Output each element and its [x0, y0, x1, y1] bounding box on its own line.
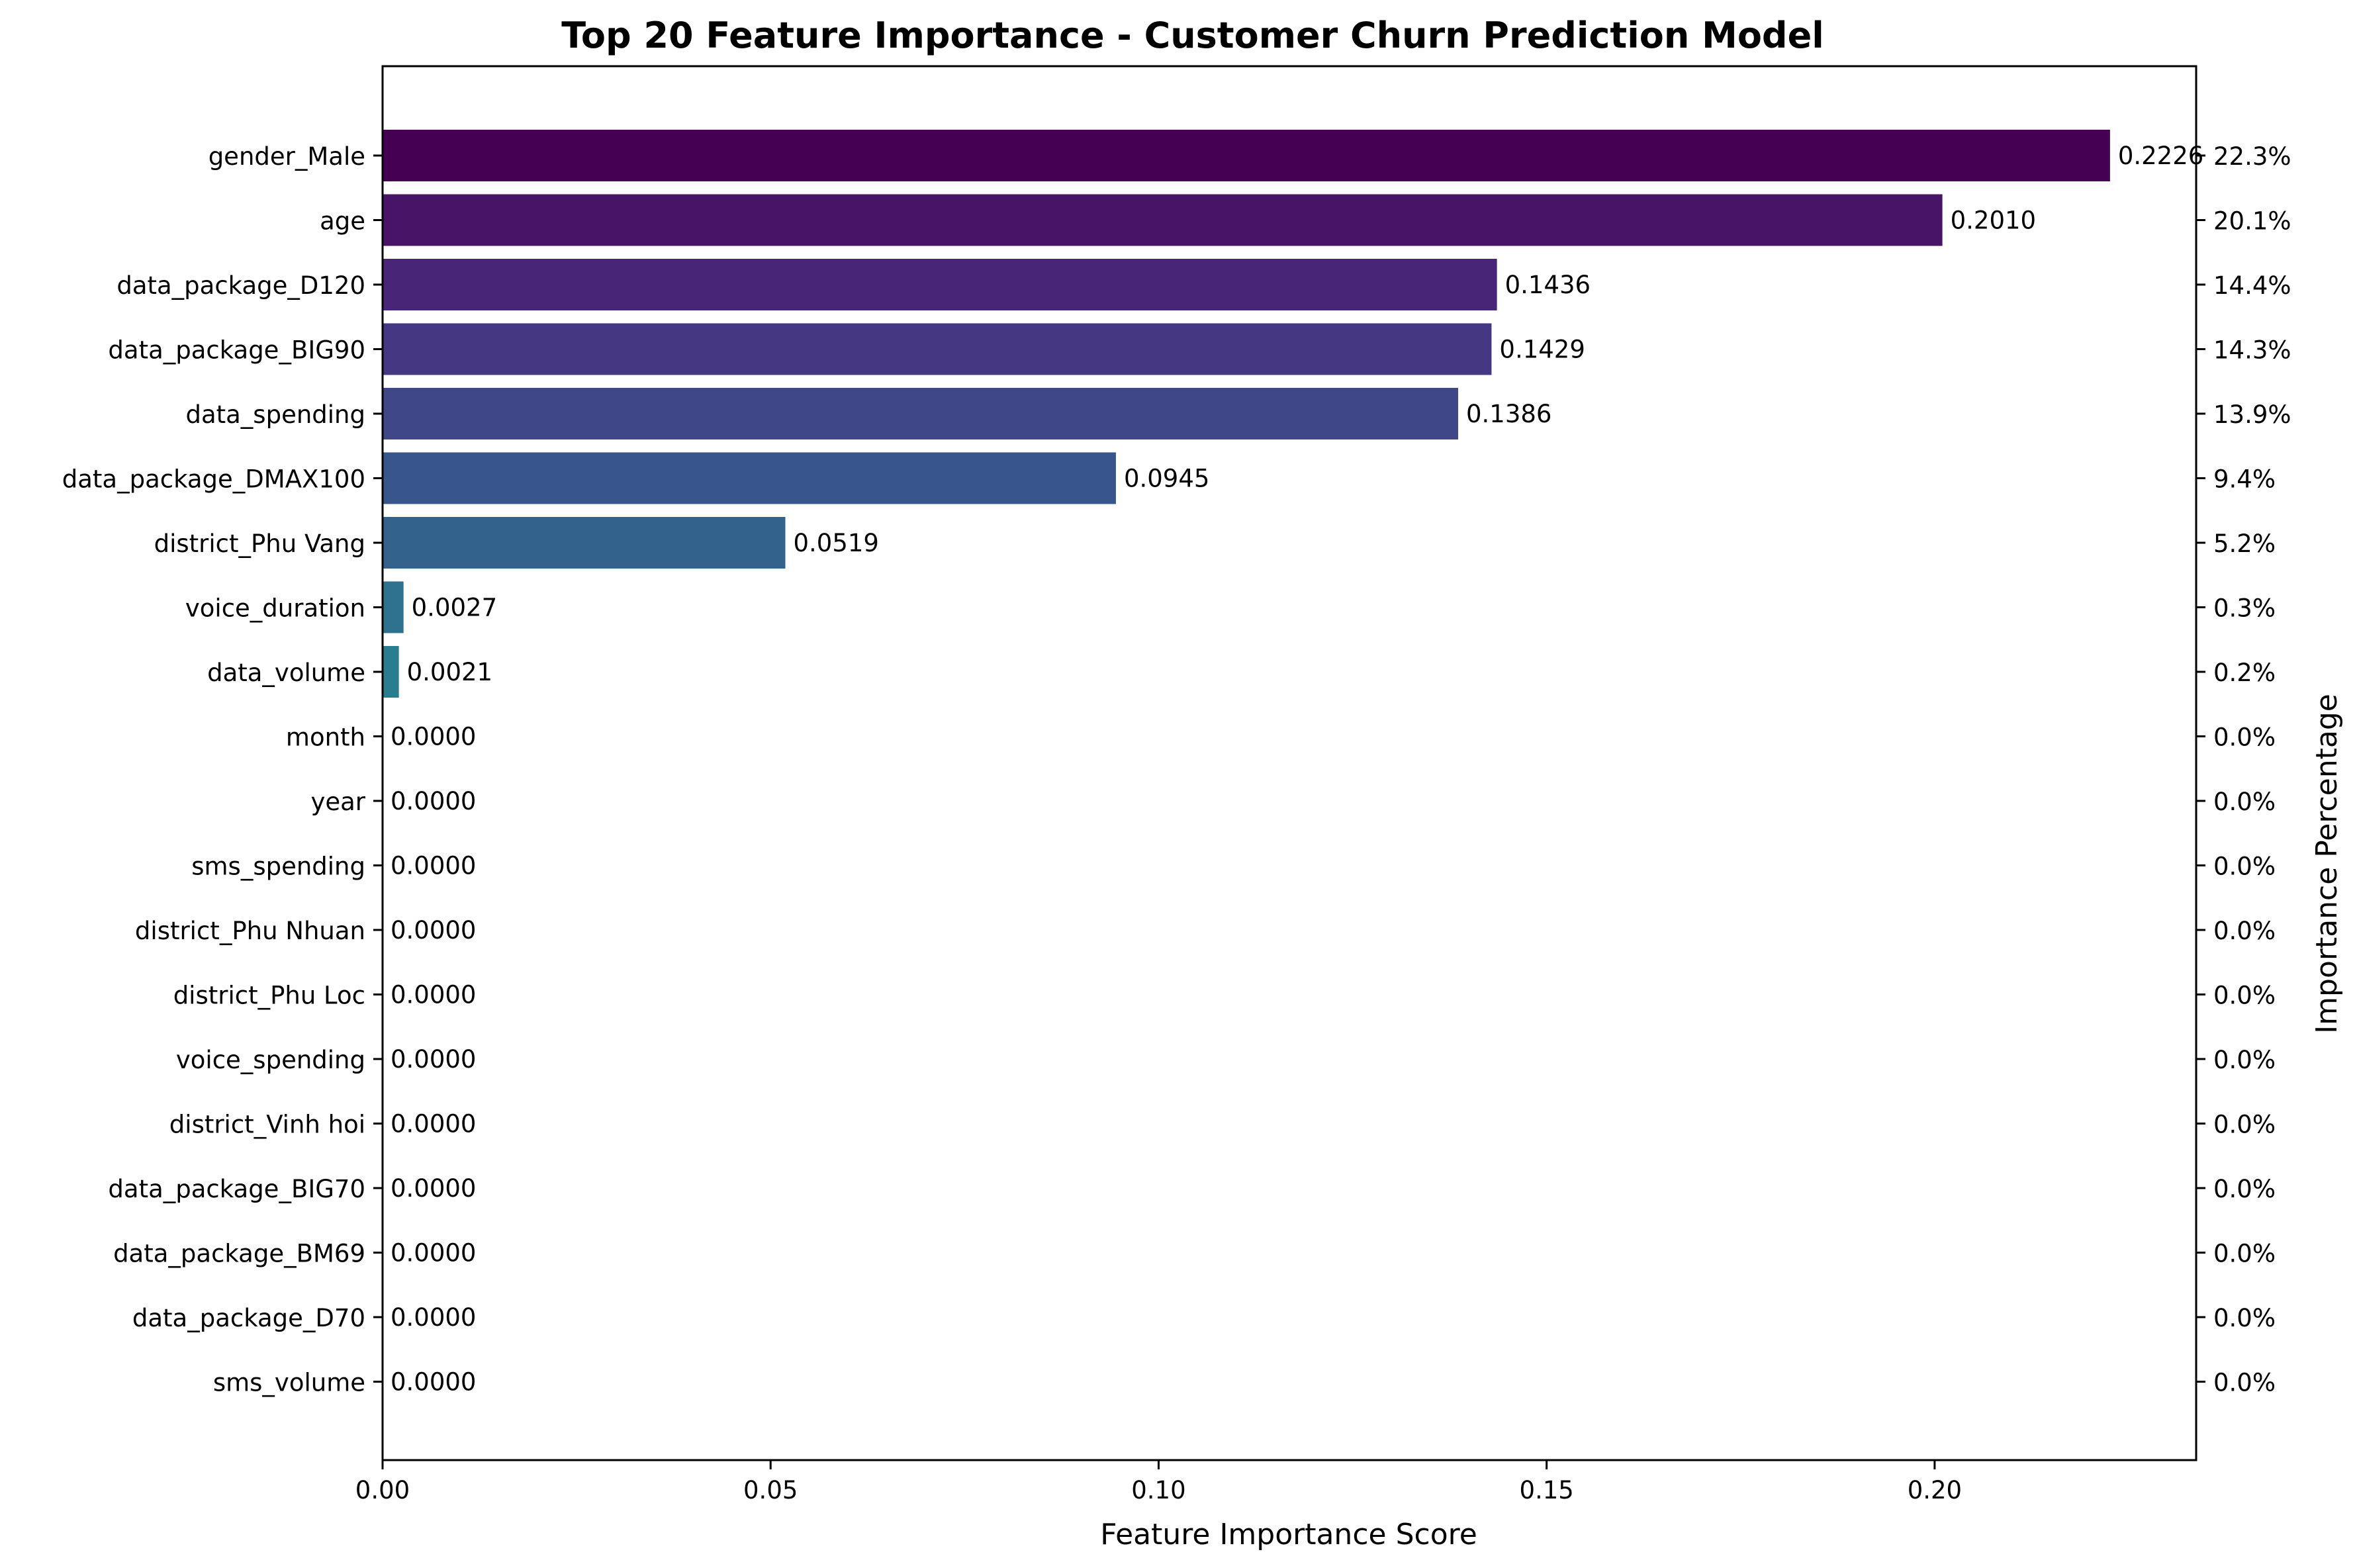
value-label: 0.0000 [391, 1368, 476, 1397]
value-label: 0.2010 [1951, 207, 2036, 235]
percent-label: 0.0% [2213, 1369, 2276, 1397]
bar [383, 646, 399, 698]
plot-frame [381, 65, 2197, 1461]
value-label: 0.0000 [391, 787, 476, 815]
percent-label: 14.3% [2213, 336, 2291, 365]
percent-label: 9.4% [2213, 465, 2276, 494]
labels-layer: gender_Male 0.2226 22.3% age 0.2010 20.1% data… [62, 142, 2291, 1504]
value-label: 0.0000 [391, 852, 476, 880]
y-tick-label: month [286, 723, 365, 752]
bar [383, 517, 786, 569]
percent-label: 0.0% [2213, 853, 2276, 881]
value-label: 0.2226 [2118, 142, 2203, 170]
bar [383, 388, 1459, 439]
y-tick-label: sms_spending [191, 853, 365, 881]
y-tick-label: data_spending [185, 400, 365, 429]
value-label: 0.0000 [391, 1110, 476, 1138]
bar [383, 581, 404, 633]
bar [383, 452, 1116, 504]
percent-label: 0.0% [2213, 917, 2276, 945]
y-tick-label: voice_spending [176, 1046, 365, 1074]
value-label: 0.0000 [391, 1303, 476, 1332]
percent-label: 0.0% [2213, 1240, 2276, 1268]
value-label: 0.0519 [793, 529, 878, 557]
y-tick-label: voice_duration [185, 594, 365, 623]
chart-title: Top 20 Feature Importance - Customer Chu… [561, 15, 1824, 56]
axes-layer [373, 65, 2205, 1469]
percent-label: 5.2% [2213, 530, 2276, 558]
percent-label: 13.9% [2213, 400, 2291, 429]
percent-label: 0.2% [2213, 659, 2276, 687]
y-tick-label: district_Phu Vang [154, 530, 365, 558]
value-label: 0.0000 [391, 1239, 476, 1268]
percent-label: 20.1% [2213, 207, 2291, 236]
y-tick-label: data_volume [207, 659, 365, 687]
percent-label: 14.4% [2213, 271, 2291, 300]
value-label: 0.1436 [1505, 271, 1591, 299]
right-axis-label: Importance Percentage [2310, 694, 2344, 1034]
value-label: 0.0027 [412, 594, 497, 622]
y-tick-label: data_package_DMAX100 [62, 465, 365, 494]
x-tick-label: 0.05 [743, 1476, 798, 1504]
x-axis-label: Feature Importance Score [1100, 1518, 1477, 1551]
value-label: 0.0000 [391, 1174, 476, 1203]
value-label: 0.0000 [391, 1045, 476, 1074]
y-tick-label: year [310, 788, 365, 816]
bar [383, 259, 1497, 310]
percent-label: 0.0% [2213, 1111, 2276, 1139]
bar [383, 194, 1943, 246]
percent-label: 0.0% [2213, 982, 2276, 1010]
value-label: 0.1386 [1466, 400, 1551, 428]
y-tick-label: data_package_D120 [116, 271, 365, 300]
percent-label: 22.3% [2213, 142, 2291, 171]
value-label: 0.0021 [407, 658, 492, 686]
percent-label: 0.3% [2213, 594, 2276, 623]
value-label: 0.0000 [391, 916, 476, 945]
percent-label: 0.0% [2213, 723, 2276, 752]
y-tick-label: district_Phu Nhuan [135, 917, 365, 945]
percent-label: 0.0% [2213, 1304, 2276, 1332]
y-tick-label: gender_Male [208, 142, 365, 171]
x-tick-label: 0.00 [355, 1476, 410, 1504]
percent-label: 0.0% [2213, 1046, 2276, 1074]
y-tick-label: data_package_BM69 [113, 1240, 365, 1268]
y-tick-label: data_package_D70 [132, 1304, 365, 1332]
percent-label: 0.0% [2213, 788, 2276, 816]
x-tick-label: 0.15 [1519, 1476, 1573, 1504]
percent-label: 0.0% [2213, 1175, 2276, 1203]
bar [383, 323, 1492, 375]
value-label: 0.1429 [1499, 336, 1585, 364]
value-label: 0.0000 [391, 723, 476, 751]
y-tick-label: data_package_BIG90 [108, 336, 365, 365]
value-label: 0.0000 [391, 981, 476, 1009]
x-tick-label: 0.20 [1908, 1476, 1962, 1504]
value-label: 0.0945 [1124, 465, 1209, 493]
y-tick-label: sms_volume [213, 1369, 365, 1397]
y-tick-label: district_Vinh hoi [169, 1111, 365, 1139]
x-tick-label: 0.10 [1131, 1476, 1185, 1504]
y-tick-label: age [320, 207, 365, 236]
y-tick-label: data_package_BIG70 [108, 1175, 365, 1203]
bar [383, 130, 2110, 181]
bars-layer [383, 130, 2110, 698]
y-tick-label: district_Phu Loc [173, 982, 365, 1010]
